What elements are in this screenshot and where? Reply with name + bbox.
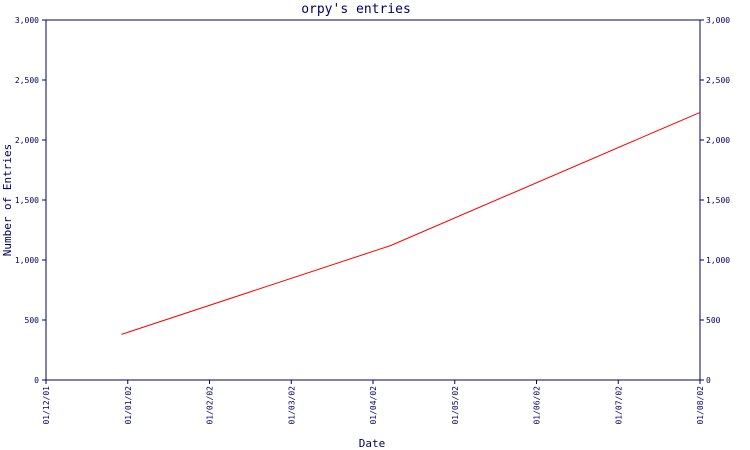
y-tick-label-right: 0	[706, 376, 711, 385]
y-tick-label-right: 2,500	[706, 76, 730, 85]
y-tick-label-right: 500	[706, 316, 721, 325]
x-tick-label: 01/05/02	[451, 386, 460, 425]
y-tick-label-left: 2,500	[15, 76, 39, 85]
y-tick-label-left: 0	[34, 376, 39, 385]
x-tick-label: 01/03/02	[287, 386, 296, 425]
y-tick-label-left: 2,000	[15, 136, 39, 145]
y-tick-label-left: 1,000	[15, 256, 39, 265]
x-ticks: 01/12/01 01/01/02 01/02/02 01/03/02 01/04/02…	[42, 380, 705, 425]
y-tick-label-right: 2,000	[706, 136, 730, 145]
y-tick-label-right: 1,500	[706, 196, 730, 205]
y-tick-label-left: 500	[25, 316, 40, 325]
x-tick-label: 01/06/02	[533, 386, 542, 425]
x-tick-label: 01/01/02	[124, 386, 133, 425]
y-tick-label-left: 1,500	[15, 196, 39, 205]
y-tick-label-right: 3,000	[706, 16, 730, 25]
series-group	[121, 111, 701, 335]
x-axis-label: Date	[359, 437, 386, 450]
x-tick-label: 01/07/02	[614, 386, 623, 425]
x-tick-label: 01/12/01	[42, 386, 51, 425]
y-tick-label-left: 3,000	[15, 16, 39, 25]
chart-title: orpy's entries	[301, 2, 411, 17]
y-ticks-right: 0 500 1,000 1,500 2,000 2,500 3,000	[700, 16, 730, 385]
plot-background	[46, 20, 700, 380]
x-tick-label: 01/02/02	[206, 386, 215, 425]
y-axis-label: Number of Entries	[1, 144, 14, 257]
series-line	[121, 111, 701, 335]
x-tick-label: 01/08/02	[696, 386, 705, 425]
y-ticks-left: 0 500 1,000 1,500 2,000 2,500 3,000	[15, 16, 46, 385]
x-tick-label: 01/04/02	[369, 386, 378, 425]
y-tick-label-right: 1,000	[706, 256, 730, 265]
